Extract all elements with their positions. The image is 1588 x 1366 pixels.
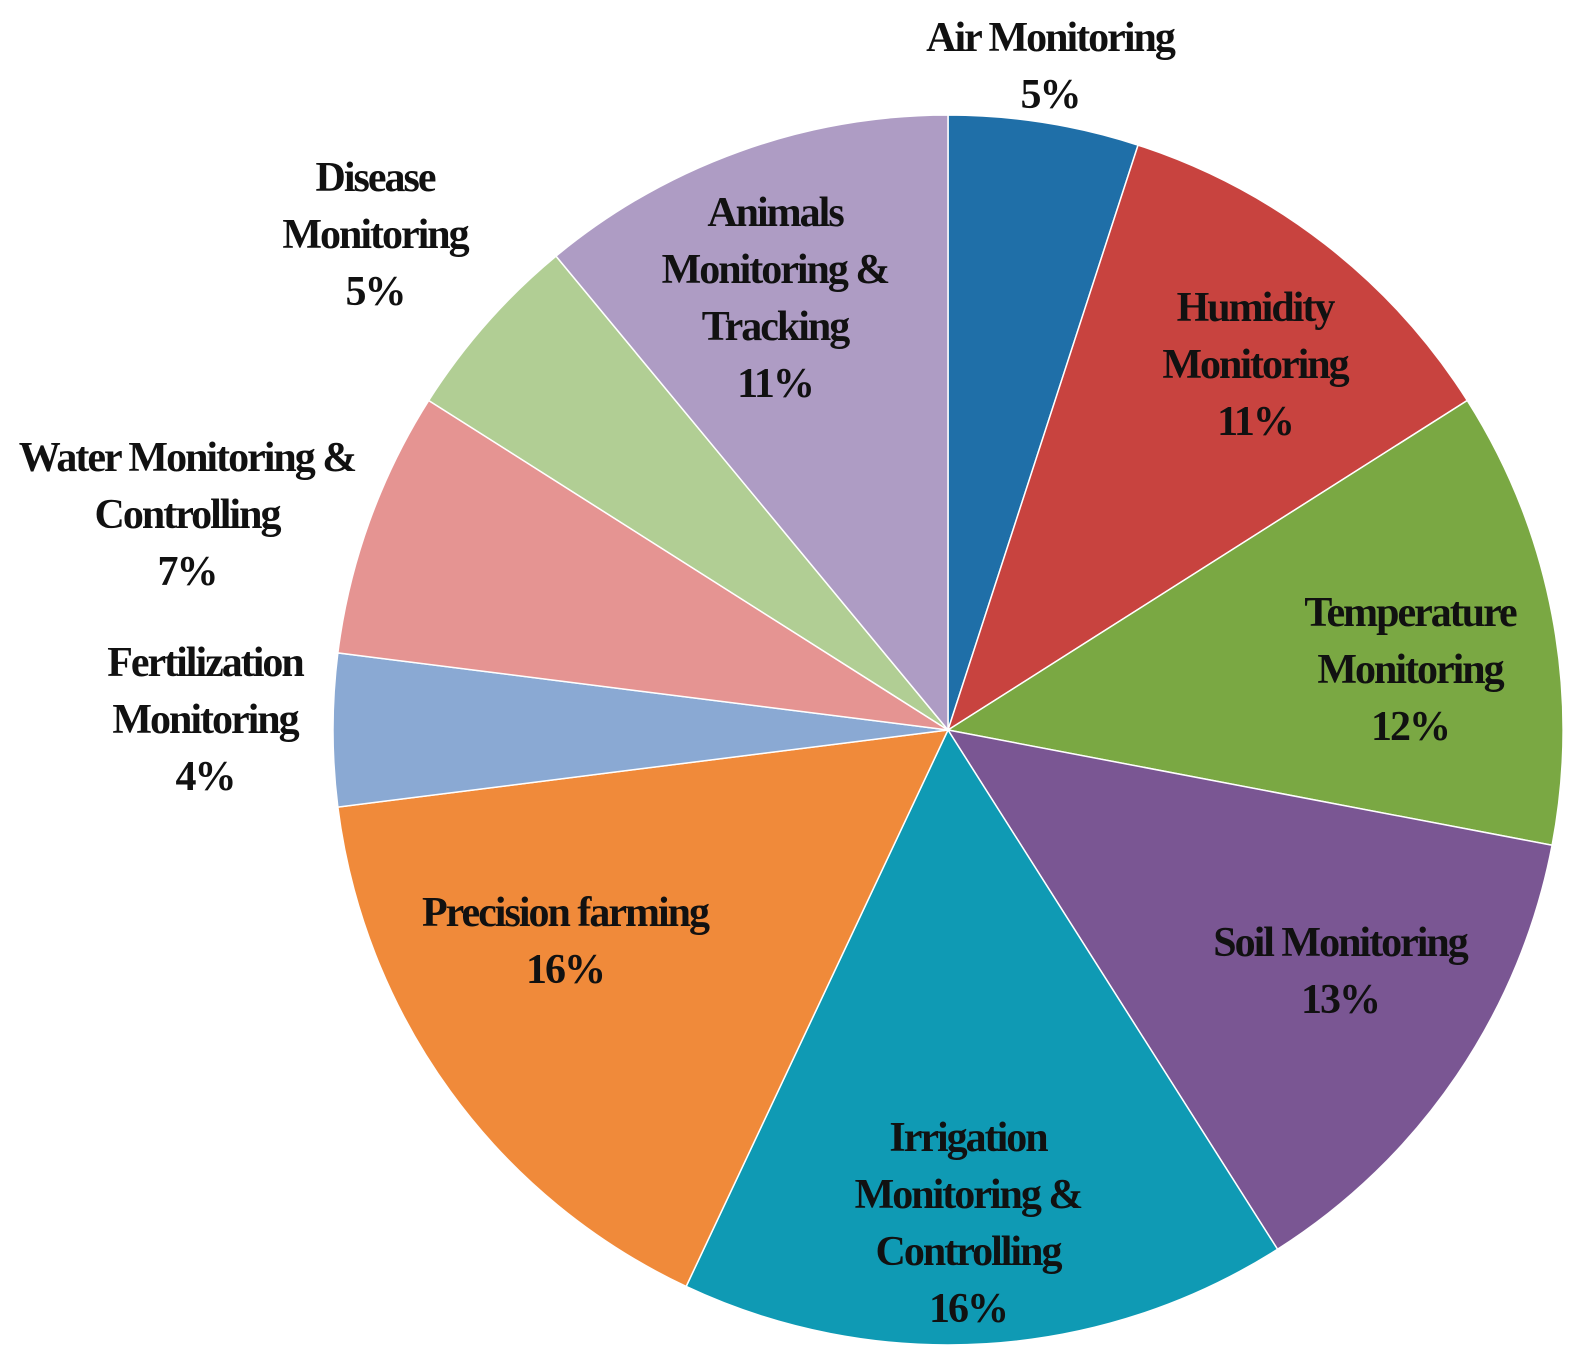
value-label: 4% [175,754,237,800]
pie-slice [946,728,1553,1251]
slice-label-text: Soil Monitoring 13% [1160,915,1520,1029]
value-label: 16% [526,947,606,993]
category-label: Humidity Monitoring [1162,285,1349,388]
pie-slice [337,399,949,731]
slice-label: Precision farming 16% [375,885,755,999]
value-label: 11% [1217,399,1295,445]
category-label: Fertilization Monitoring [107,640,305,743]
slice-label-text: Air Monitoring 5% [850,10,1250,124]
slice-label-text: Animals Monitoring & Tracking 11% [625,185,925,413]
slice-label: Fertilization Monitoring 4% [70,635,340,806]
value-label: 12% [1371,704,1451,750]
pie-slice [945,399,1564,847]
slice-label-text: Disease Monitoring 5% [250,150,500,321]
value-label: 13% [1301,977,1381,1023]
category-label: Animals Monitoring & Tracking [661,190,891,350]
slice-label: Water Monitoring & Controlling 7% [0,430,377,601]
pie-slice [685,728,1279,1346]
value-label: 11% [737,361,815,407]
pie-slice [337,729,950,1288]
category-label: Water Monitoring & Controlling [18,435,358,538]
value-label: 7% [157,549,219,595]
category-label: Air Monitoring [926,15,1176,61]
slice-label-text: Humidity Monitoring 11% [1120,280,1390,451]
slice-label: Animals Monitoring & Tracking 11% [625,185,925,413]
category-label: Soil Monitoring [1213,920,1469,966]
slice-label: Soil Monitoring 13% [1160,915,1520,1029]
slice-label: Disease Monitoring 5% [250,150,500,321]
category-label: Irrigation Monitoring & Controlling [854,1115,1084,1275]
slice-label-text: Water Monitoring & Controlling 7% [0,430,377,601]
value-label: 16% [929,1286,1009,1332]
value-label: 5% [1020,72,1082,118]
category-label: Temperature Monitoring [1304,590,1517,693]
pie-slice [427,255,949,731]
slice-label: Irrigation Monitoring & Controlling 16% [818,1110,1118,1338]
value-label: 5% [345,269,407,315]
slice-label: Humidity Monitoring 11% [1120,280,1390,451]
slice-label-text: Temperature Monitoring 12% [1270,585,1550,756]
pie-slice [554,114,949,733]
category-label: Precision farming [421,890,710,936]
slice-label-text: Irrigation Monitoring & Controlling 16% [818,1110,1118,1338]
slice-label: Air Monitoring 5% [850,10,1250,124]
pie-slice [947,114,1139,731]
slice-label: Temperature Monitoring 12% [1270,585,1550,756]
slice-label-text: Fertilization Monitoring 4% [70,635,340,806]
category-label: Disease Monitoring [282,155,469,258]
slice-label-text: Precision farming 16% [375,885,755,999]
pie-slice [946,144,1469,732]
